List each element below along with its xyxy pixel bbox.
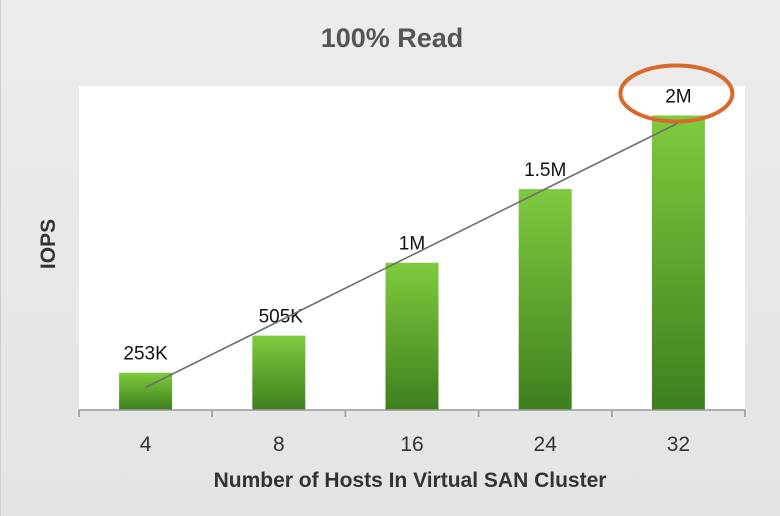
trendline-layer — [145, 122, 679, 389]
chart-title: 100% Read — [321, 23, 464, 53]
data-label-4: 253K — [123, 344, 168, 365]
x-axis-title: Number of Hosts In Virtual SAN Cluster — [214, 469, 607, 492]
bar-24 — [518, 189, 572, 410]
y-axis-title: IOPS — [37, 219, 60, 269]
x-tick-labels: 4 8 16 24 32 — [140, 433, 690, 456]
trendline — [145, 122, 679, 389]
x-tick-label-32: 32 — [667, 433, 690, 456]
x-tick-label-16: 16 — [400, 433, 423, 456]
bar-8 — [252, 335, 306, 410]
x-axis — [78, 409, 746, 417]
bar-16 — [385, 262, 439, 410]
data-labels-layer: 253K 505K 1M 1.5M 2M — [123, 86, 691, 364]
data-label-32: 2M — [665, 86, 691, 107]
data-label-16: 1M — [399, 234, 425, 255]
x-tick-label-4: 4 — [140, 433, 152, 456]
highlight-layer — [618, 63, 735, 124]
x-tick-label-8: 8 — [273, 433, 285, 456]
data-label-8: 505K — [259, 307, 304, 328]
highlight-ellipse — [618, 63, 735, 124]
x-tick-label-24: 24 — [534, 433, 558, 456]
bar-32 — [651, 115, 705, 411]
data-label-24: 1.5M — [524, 160, 566, 181]
